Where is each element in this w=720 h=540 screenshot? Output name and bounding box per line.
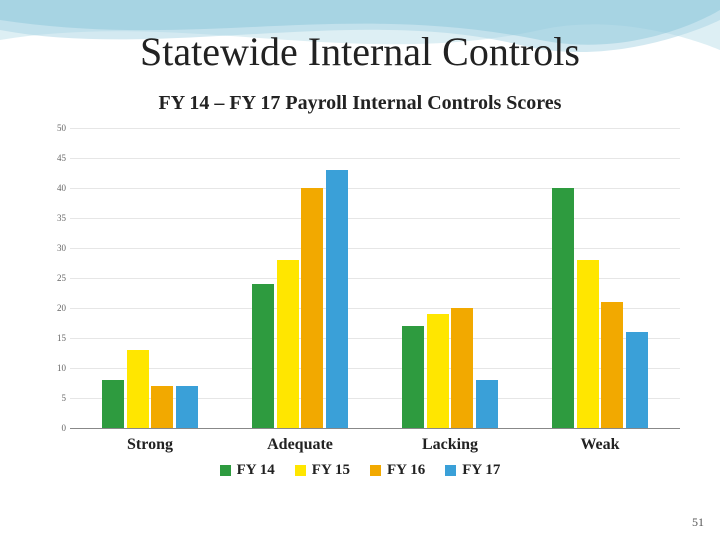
legend-label: FY 16 — [387, 462, 425, 478]
y-tick-label: 40 — [42, 183, 66, 193]
legend-item: FY 17 — [445, 462, 500, 479]
plot-area: 05101520253035404550StrongAdequateLackin… — [70, 128, 680, 428]
legend-swatch — [370, 465, 381, 476]
bar — [451, 308, 473, 428]
category-label: Strong — [100, 436, 200, 454]
y-tick-label: 20 — [42, 303, 66, 313]
y-tick-label: 15 — [42, 333, 66, 343]
y-tick-label: 30 — [42, 243, 66, 253]
bar — [127, 350, 149, 428]
category-label: Weak — [550, 436, 650, 454]
bar — [277, 260, 299, 428]
bar — [151, 386, 173, 428]
bar — [252, 284, 274, 428]
bar — [476, 380, 498, 428]
legend-label: FY 14 — [237, 462, 275, 478]
legend-item: FY 15 — [295, 462, 350, 479]
legend: FY 14 FY 15 FY 16 FY 17 — [0, 462, 720, 479]
bar — [552, 188, 574, 428]
chart-subtitle: FY 14 – FY 17 Payroll Internal Controls … — [0, 92, 720, 115]
category-label: Adequate — [250, 436, 350, 454]
legend-swatch — [445, 465, 456, 476]
bar — [326, 170, 348, 428]
legend-label: FY 15 — [312, 462, 350, 478]
y-tick-label: 50 — [42, 123, 66, 133]
page-number: 51 — [692, 515, 704, 530]
bar — [402, 326, 424, 428]
y-tick-label: 0 — [42, 423, 66, 433]
slide-title: Statewide Internal Controls — [0, 28, 720, 75]
legend-swatch — [295, 465, 306, 476]
y-tick-label: 10 — [42, 363, 66, 373]
legend-item: FY 16 — [370, 462, 425, 479]
y-tick-label: 45 — [42, 153, 66, 163]
y-tick-label: 35 — [42, 213, 66, 223]
slide: Statewide Internal Controls FY 14 – FY 1… — [0, 0, 720, 540]
bar-group: Adequate — [250, 128, 350, 428]
bar — [601, 302, 623, 428]
bar-group: Lacking — [400, 128, 500, 428]
bar — [301, 188, 323, 428]
bar-group: Strong — [100, 128, 200, 428]
y-tick-label: 5 — [42, 393, 66, 403]
bar — [102, 380, 124, 428]
y-tick-label: 25 — [42, 273, 66, 283]
category-label: Lacking — [400, 436, 500, 454]
legend-item: FY 14 — [220, 462, 275, 479]
x-axis-line — [70, 428, 680, 429]
bar-group: Weak — [550, 128, 650, 428]
bar — [427, 314, 449, 428]
legend-swatch — [220, 465, 231, 476]
bar — [176, 386, 198, 428]
bar — [577, 260, 599, 428]
chart: 05101520253035404550StrongAdequateLackin… — [40, 128, 680, 448]
legend-label: FY 17 — [462, 462, 500, 478]
bar — [626, 332, 648, 428]
